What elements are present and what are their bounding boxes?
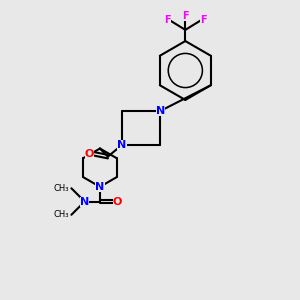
Text: F: F bbox=[164, 15, 171, 26]
Text: N: N bbox=[80, 196, 89, 206]
Text: F: F bbox=[200, 15, 206, 26]
Text: CH₃: CH₃ bbox=[53, 184, 69, 193]
Text: CH₃: CH₃ bbox=[53, 210, 69, 219]
Text: N: N bbox=[95, 182, 105, 192]
Text: N: N bbox=[117, 140, 127, 150]
Text: O: O bbox=[85, 149, 94, 159]
Text: N: N bbox=[156, 106, 165, 116]
Text: F: F bbox=[182, 11, 189, 21]
Text: O: O bbox=[113, 196, 122, 206]
